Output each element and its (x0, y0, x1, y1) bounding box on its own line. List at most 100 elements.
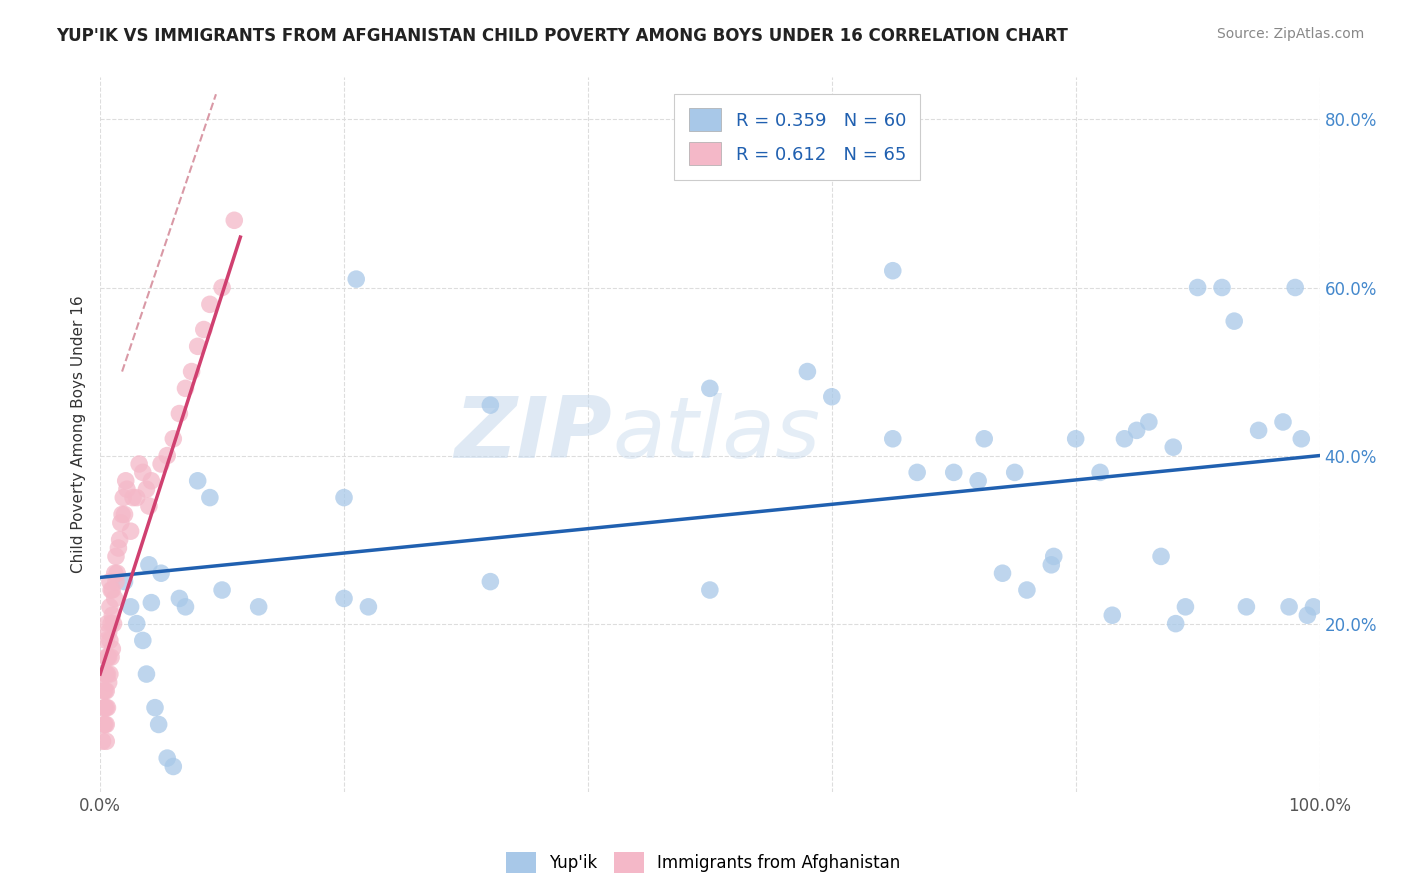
Legend: Yup'ik, Immigrants from Afghanistan: Yup'ik, Immigrants from Afghanistan (499, 846, 907, 880)
Point (104, 566, 127, 581)
Point (882, 263, 904, 277)
Point (991, 566, 1014, 581)
Point (94, 717, 117, 731)
Point (97, 625, 120, 640)
Point (96, 667, 118, 681)
Point (148, 717, 170, 731)
Point (94, 684, 117, 698)
Point (1114, 432, 1136, 446)
Point (942, 466, 965, 480)
Point (967, 474, 990, 488)
Point (128, 457, 150, 471)
Point (135, 482, 157, 496)
Point (1015, 582, 1038, 597)
Point (224, 213, 246, 227)
Point (174, 599, 197, 614)
Point (1296, 608, 1319, 623)
Point (132, 466, 155, 480)
Point (91, 734, 114, 748)
Point (96, 667, 118, 681)
Point (111, 508, 134, 522)
Point (105, 566, 128, 581)
Point (138, 558, 160, 572)
Point (101, 608, 124, 623)
Point (1040, 558, 1063, 572)
Point (115, 482, 138, 496)
Point (107, 541, 129, 555)
Point (96, 734, 118, 748)
Text: ZIP: ZIP (454, 393, 612, 476)
Point (796, 365, 818, 379)
Point (1223, 314, 1246, 328)
Point (211, 582, 233, 597)
Point (882, 432, 904, 446)
Point (1088, 466, 1111, 480)
Point (108, 533, 131, 547)
Point (94, 700, 117, 714)
Point (96, 616, 118, 631)
Point (132, 633, 155, 648)
Point (97, 650, 120, 665)
Point (104, 591, 127, 606)
Point (156, 449, 179, 463)
Point (169, 407, 191, 421)
Point (100, 616, 122, 631)
Point (821, 390, 844, 404)
Point (93, 684, 115, 698)
Point (162, 759, 184, 773)
Point (169, 591, 191, 606)
Point (104, 549, 127, 564)
Text: atlas: atlas (612, 393, 820, 476)
Point (1291, 432, 1313, 446)
Point (114, 474, 136, 488)
Point (1247, 423, 1270, 437)
Point (98, 599, 121, 614)
Point (141, 596, 163, 610)
Point (125, 616, 148, 631)
Point (101, 582, 124, 597)
Point (973, 432, 995, 446)
Point (1302, 599, 1324, 614)
Point (98, 633, 121, 648)
Point (1164, 616, 1187, 631)
Point (98, 574, 121, 589)
Point (93, 717, 115, 731)
Point (143, 700, 166, 714)
Point (93, 700, 115, 714)
Point (1064, 432, 1087, 446)
Point (150, 566, 173, 581)
Point (135, 667, 157, 681)
Point (103, 616, 125, 631)
Point (357, 599, 380, 614)
Point (905, 466, 928, 480)
Point (1042, 549, 1064, 564)
Point (699, 582, 721, 597)
Point (211, 280, 233, 294)
Point (1211, 280, 1233, 294)
Point (1278, 599, 1301, 614)
Point (479, 398, 502, 412)
Point (162, 432, 184, 446)
Point (198, 491, 221, 505)
Text: Source: ZipAtlas.com: Source: ZipAtlas.com (1216, 27, 1364, 41)
Point (96, 684, 118, 698)
Point (110, 516, 132, 530)
Point (125, 491, 148, 505)
Point (1004, 466, 1026, 480)
Point (1137, 415, 1160, 429)
Point (104, 574, 127, 589)
Point (98, 667, 121, 681)
Point (94, 667, 117, 681)
Point (247, 599, 270, 614)
Y-axis label: Child Poverty Among Boys Under 16: Child Poverty Among Boys Under 16 (72, 296, 86, 574)
Point (344, 272, 367, 286)
Point (100, 582, 122, 597)
Point (1125, 423, 1147, 437)
Point (96, 650, 118, 665)
Point (1174, 599, 1197, 614)
Text: YUP'IK VS IMMIGRANTS FROM AFGHANISTAN CHILD POVERTY AMONG BOYS UNDER 16 CORRELAT: YUP'IK VS IMMIGRANTS FROM AFGHANISTAN CH… (56, 27, 1069, 45)
Point (1187, 280, 1209, 294)
Point (96, 633, 118, 648)
Point (100, 650, 122, 665)
Point (187, 339, 209, 353)
